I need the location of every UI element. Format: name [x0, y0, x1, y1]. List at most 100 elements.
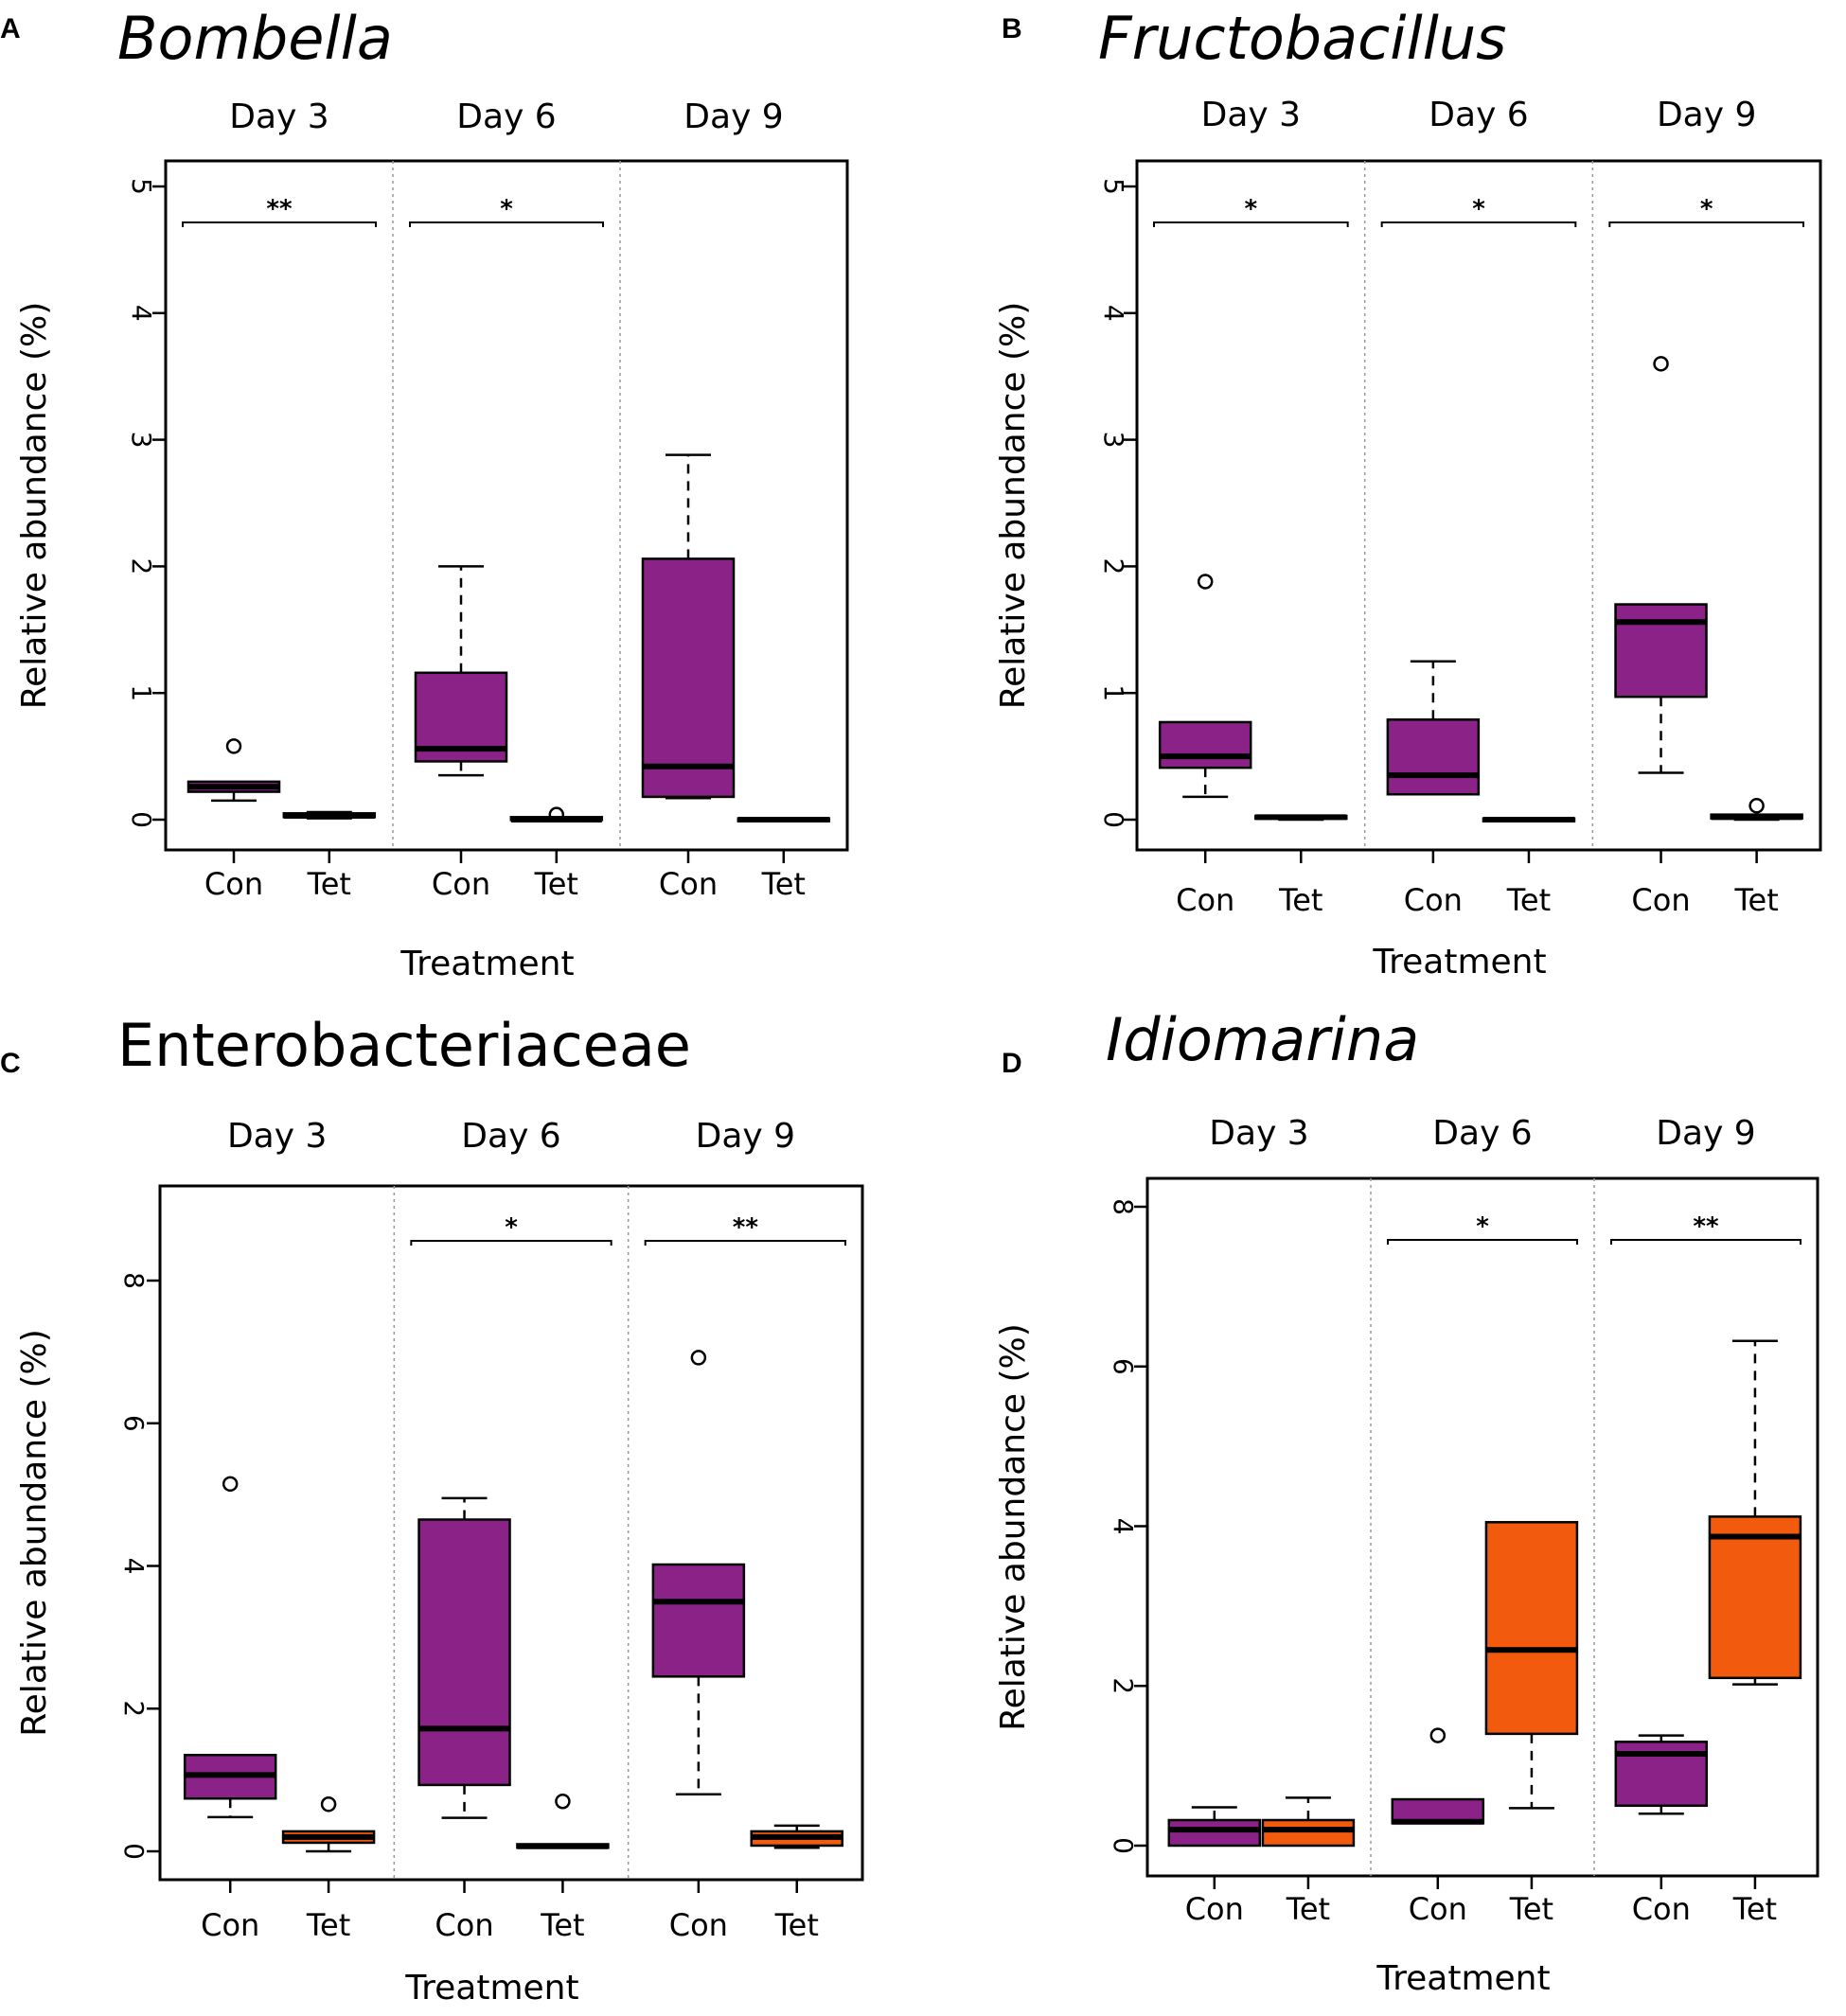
y-tick-label: 2: [126, 557, 157, 575]
box: [1484, 1521, 1579, 1736]
day-label: Day 3: [227, 1117, 327, 1156]
category-label: Con: [1409, 1891, 1467, 1927]
y-tick-label: 6: [1108, 1358, 1139, 1375]
box: [1158, 720, 1252, 769]
day-label: Day 3: [1201, 96, 1301, 134]
y-tick-label: 8: [1108, 1198, 1139, 1215]
outlier-point: [1197, 574, 1214, 590]
y-tick-label: 6: [118, 1415, 150, 1432]
panel-letter: B: [1002, 13, 1022, 44]
significance-bracket: [1610, 1239, 1802, 1245]
x-axis-title: Treatment: [399, 945, 574, 983]
category-label: Tet: [307, 866, 351, 902]
y-tick-label: 4: [118, 1558, 150, 1575]
category-label: Tet: [1732, 1891, 1777, 1927]
category-label: Con: [659, 866, 718, 902]
significance-label: *: [505, 1213, 518, 1242]
category-label: Con: [1185, 1891, 1244, 1927]
y-tick-label: 1: [1098, 684, 1129, 701]
x-axis-title: Treatment: [404, 1969, 578, 2007]
box: [641, 557, 736, 799]
x-axis-title: Treatment: [1372, 943, 1546, 981]
outlier-point: [548, 806, 565, 822]
day-label: Day 6: [456, 97, 556, 136]
significance-bracket: [1380, 221, 1577, 227]
significance-label: *: [1472, 195, 1485, 223]
outlier-point: [222, 1476, 239, 1493]
significance-label: *: [500, 195, 513, 223]
panel-d: D Idiomarina 0 2 4 6 8 Relative abundance (%) Tr…: [994, 1005, 1819, 1998]
outlier-point: [1653, 356, 1669, 372]
significance-bracket: [1608, 221, 1804, 227]
category-label: Con: [1631, 882, 1690, 918]
panel-title: Enterobacteriaceae: [117, 1011, 691, 1080]
panel-a: A Bombella 0 1 2 3 4 5 Relative abundance (%) Tre…: [0, 4, 849, 983]
y-axis-title: Relative abundance (%): [994, 1323, 1033, 1731]
outlier-point: [555, 1793, 571, 1810]
significance-label: **: [266, 195, 293, 223]
panel-title: Fructobacillus: [1098, 4, 1507, 73]
box: [1708, 1515, 1802, 1680]
category-label: Con: [1176, 882, 1234, 918]
y-tick-label: 4: [1098, 305, 1129, 322]
panel-letter: A: [0, 13, 21, 44]
category-label: Con: [669, 1907, 728, 1943]
y-tick-label: 4: [126, 305, 157, 322]
outlier-point: [225, 738, 242, 754]
panel-letter: C: [0, 1048, 21, 1079]
significance-bracket: [644, 1240, 846, 1246]
significance-label: *: [1700, 195, 1713, 223]
day-label: Day 9: [683, 97, 783, 136]
day-label: Day 6: [461, 1117, 560, 1156]
y-tick-label: 2: [1108, 1677, 1139, 1694]
plot-frame: [164, 159, 849, 852]
x-axis-title: Treatment: [1376, 1959, 1550, 1998]
panel-title: Idiomarina: [1106, 1005, 1419, 1074]
significance-label: **: [733, 1213, 759, 1242]
outlier-point: [1429, 1727, 1447, 1743]
category-label: Tet: [1733, 882, 1778, 918]
y-tick-label: 0: [118, 1843, 150, 1860]
y-tick-label: 2: [1098, 557, 1129, 575]
category-label: Tet: [534, 866, 578, 902]
outlier-point: [320, 1796, 337, 1813]
box: [1386, 718, 1481, 796]
y-tick-label: 4: [1108, 1518, 1139, 1535]
significance-bracket: [410, 1240, 612, 1246]
y-tick-label: 0: [126, 811, 157, 828]
plot-frame: [1135, 159, 1822, 852]
category-label: Tet: [540, 1907, 584, 1943]
panel-b: B Fructobacillus 0 1 2 3 4 5 Relative abundance …: [994, 4, 1822, 981]
box: [651, 1563, 746, 1678]
y-tick-label: 3: [126, 432, 157, 449]
category-label: Con: [201, 1907, 259, 1943]
day-label: Day 3: [229, 97, 328, 136]
panel-letter: D: [1002, 1048, 1022, 1079]
category-label: Con: [432, 866, 490, 902]
significance-bracket: [409, 221, 604, 227]
plot-frame: [158, 1184, 864, 1882]
box: [1261, 1818, 1356, 1848]
y-tick-label: 5: [126, 178, 157, 195]
day-label: Day 9: [1656, 1114, 1755, 1153]
y-tick-label: 5: [1098, 178, 1129, 195]
day-label: Day 9: [696, 1117, 795, 1156]
day-label: Day 6: [1432, 1114, 1532, 1153]
significance-bracket: [182, 221, 377, 227]
y-tick-label: 0: [1098, 811, 1129, 828]
y-axis-title: Relative abundance (%): [15, 1329, 54, 1737]
category-label: Con: [1404, 882, 1463, 918]
y-axis-title: Relative abundance (%): [994, 302, 1033, 710]
category-label: Con: [204, 866, 263, 902]
outlier-point: [1748, 798, 1765, 814]
box: [417, 1518, 511, 1787]
category-label: Tet: [761, 866, 806, 902]
category-label: Con: [1632, 1891, 1691, 1927]
panel-title: Bombella: [117, 4, 393, 73]
y-tick-label: 2: [118, 1700, 150, 1717]
day-label: Day 9: [1657, 96, 1756, 134]
category-label: Tet: [774, 1907, 819, 1943]
outlier-point: [690, 1350, 707, 1366]
y-tick-label: 3: [1098, 432, 1129, 449]
